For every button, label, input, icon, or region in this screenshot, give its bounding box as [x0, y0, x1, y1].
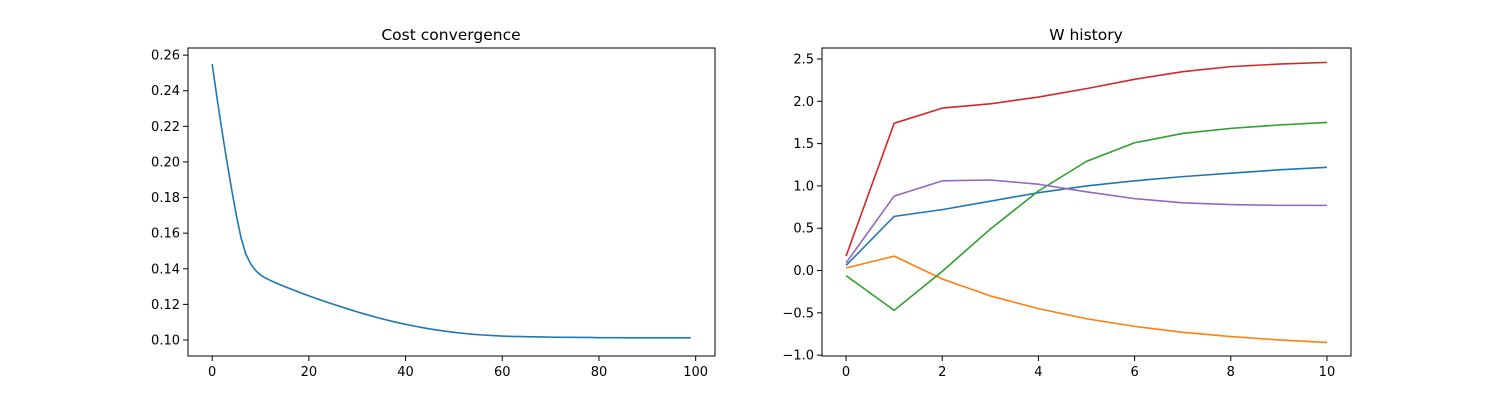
plot-frame — [187, 47, 716, 357]
y-tick-label: −1.0 — [782, 349, 814, 364]
x-tick-label: 8 — [1227, 365, 1235, 380]
y-tick-label: 0.12 — [151, 298, 180, 313]
x-tick-label: 0 — [842, 365, 850, 380]
plot-frame — [821, 47, 1352, 357]
y-tick-label: 0.5 — [793, 222, 814, 237]
y-tick-label: 0.14 — [151, 262, 180, 277]
y-tick-label: −0.5 — [782, 306, 814, 321]
chart-title: Cost convergence — [381, 26, 520, 44]
series-line-1 — [845, 166, 1327, 267]
series-line-1 — [211, 63, 691, 339]
cost-convergence-panel: Cost convergence 0 20 40 60 80 100 0.10 0.12 0.1… — [151, 26, 716, 380]
y-tick-label: 0.10 — [151, 333, 180, 348]
ticks-layer: 0 20 40 60 80 100 0.10 0.12 0.14 0.16 0.18 0.20 0.22… — [151, 49, 708, 380]
y-tick-label: 0.22 — [151, 120, 180, 135]
series-line-2 — [845, 255, 1327, 344]
x-tick-label: 40 — [397, 365, 414, 380]
series-line-4 — [845, 61, 1327, 257]
x-tick-label: 6 — [1130, 365, 1138, 380]
x-tick-label: 10 — [1319, 365, 1336, 380]
w-history-panel: W history 0 2 4 6 8 10 −1.0 −0.5 0.0 0.5 1.0 1.5 2.0… — [782, 26, 1352, 381]
x-tick-label: 2 — [938, 365, 946, 380]
series-layer — [211, 63, 691, 339]
x-tick-label: 0 — [208, 365, 216, 380]
ticks-layer: 0 2 4 6 8 10 −1.0 −0.5 0.0 0.5 1.0 1.5 2.0 2.5 — [782, 53, 1335, 381]
y-tick-label: 0.26 — [151, 49, 180, 64]
y-tick-label: 2.0 — [793, 95, 814, 110]
y-tick-label: 0.20 — [151, 155, 180, 170]
x-tick-label: 20 — [301, 365, 318, 380]
y-tick-label: 0.18 — [151, 191, 180, 206]
y-tick-label: 0.24 — [151, 84, 180, 99]
y-tick-label: 1.0 — [793, 179, 814, 194]
series-layer — [845, 61, 1327, 344]
y-tick-label: 0.0 — [793, 264, 814, 279]
x-tick-label: 60 — [494, 365, 511, 380]
x-tick-label: 80 — [591, 365, 608, 380]
y-tick-label: 0.16 — [151, 227, 180, 242]
series-line-5 — [845, 179, 1327, 264]
x-tick-label: 4 — [1034, 365, 1042, 380]
series-line-3 — [845, 121, 1327, 312]
chart-title: W history — [1049, 26, 1123, 44]
x-tick-label: 100 — [683, 365, 708, 380]
y-tick-label: 2.5 — [793, 53, 814, 68]
y-tick-label: 1.5 — [793, 137, 814, 152]
